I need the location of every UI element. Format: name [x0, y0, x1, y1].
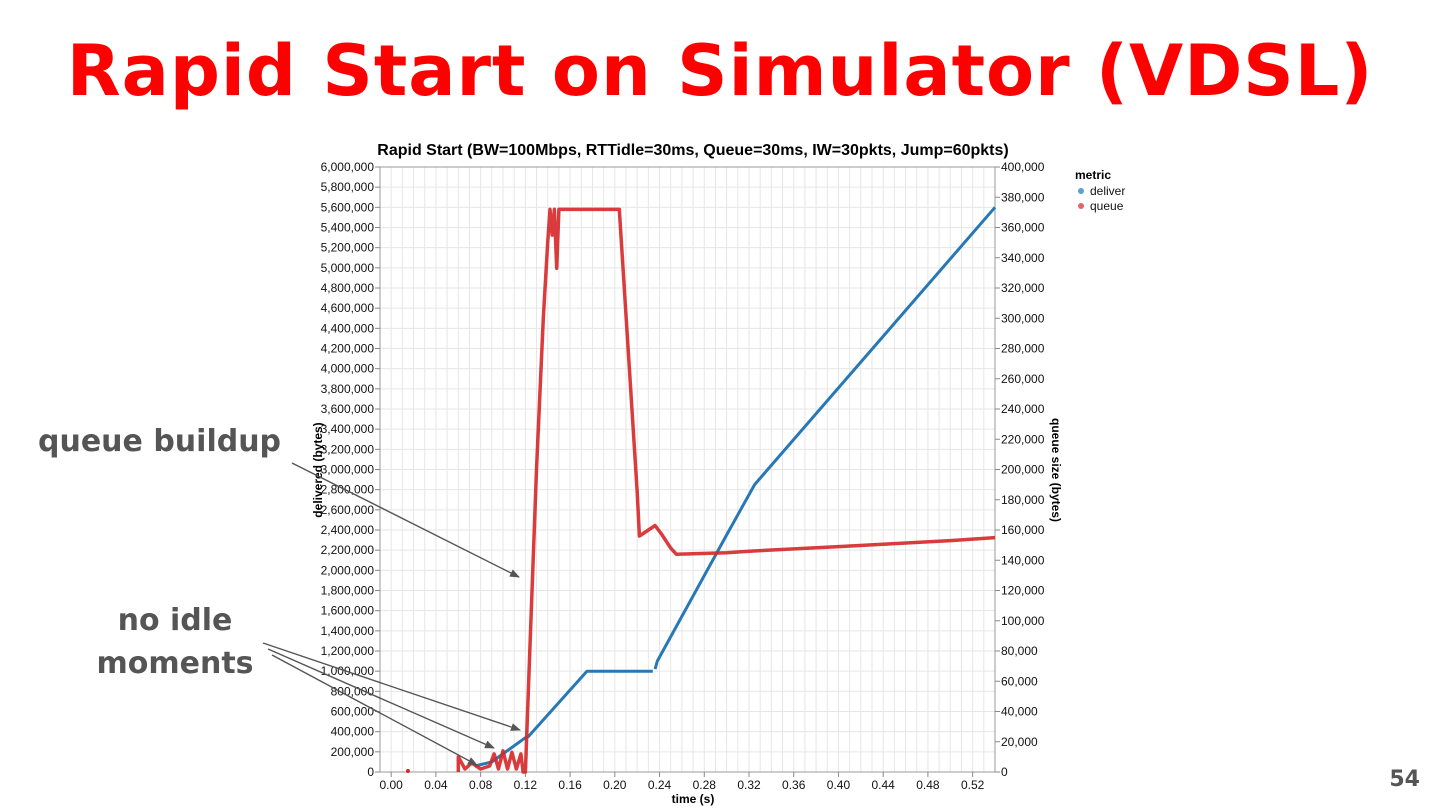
- y-right-tick-label: 340,000: [1001, 251, 1045, 265]
- legend-deliver-label: deliver: [1090, 184, 1125, 198]
- y-right-tick-label: 60,000: [1001, 674, 1038, 688]
- legend-deliver-marker: [1078, 188, 1084, 194]
- y-left-tick-label: 3,000,000: [321, 463, 375, 477]
- y-left-tick-label: 4,600,000: [321, 301, 375, 315]
- arrow-no-idle-1: [262, 642, 521, 731]
- x-tick-label: 0.12: [514, 778, 538, 792]
- y-left-tick-label: 4,800,000: [321, 281, 375, 295]
- x-tick-label: 0.52: [961, 778, 985, 792]
- x-tick-label: 0.24: [648, 778, 672, 792]
- y-right-tick-label: 220,000: [1001, 432, 1045, 446]
- y-right-tick-label: 240,000: [1001, 402, 1045, 416]
- y-right-tick-label: 400,000: [1001, 160, 1045, 174]
- chart-title: Rapid Start (BW=100Mbps, RTTidle=30ms, Q…: [377, 142, 1008, 159]
- y-right-tick-label: 160,000: [1001, 523, 1045, 537]
- legend-queue-marker: [1078, 203, 1084, 209]
- y-right-tick-label: 260,000: [1001, 372, 1045, 386]
- y-left-tick-label: 400,000: [331, 725, 375, 739]
- x-tick-label: 0.48: [916, 778, 940, 792]
- y-left-tick-label: 5,200,000: [321, 241, 375, 255]
- y-left-tick-label: 4,400,000: [321, 321, 375, 335]
- y-right-tick-label: 20,000: [1001, 735, 1038, 749]
- slide-title: Rapid Start on Simulator (VDSL): [66, 30, 1374, 112]
- y-axis-right-label: queue size (bytes): [1049, 418, 1063, 522]
- y-left-tick-label: 3,800,000: [321, 382, 375, 396]
- series-group: [405, 206, 997, 774]
- y-right-tick-label: 300,000: [1001, 311, 1045, 325]
- y-left-tick-label: 4,200,000: [321, 342, 375, 356]
- y-right-tick-label: 120,000: [1001, 584, 1045, 598]
- x-tick-label: 0.20: [603, 778, 627, 792]
- x-tick-label: 0.32: [737, 778, 761, 792]
- x-tick-label: 0.28: [693, 778, 717, 792]
- y-left-tick-label: 2,400,000: [321, 523, 375, 537]
- y-right-tick-label: 40,000: [1001, 705, 1038, 719]
- y-left-tick-label: 2,600,000: [321, 503, 375, 517]
- legend-queue-label: queue: [1090, 199, 1124, 213]
- annotation-no-idle-line1: no idle: [117, 603, 233, 638]
- y-left-tick-label: 600,000: [331, 705, 375, 719]
- x-tick-label: 0.40: [827, 778, 851, 792]
- y-right-tick-label: 320,000: [1001, 281, 1045, 295]
- arrow-no-idle-3: [271, 654, 478, 766]
- y-right-tick-label: 100,000: [1001, 614, 1045, 628]
- y-right-tick-label: 0: [1001, 765, 1008, 779]
- y-left-tick-label: 5,400,000: [321, 221, 375, 235]
- y-left-tick-label: 1,400,000: [321, 624, 375, 638]
- legend-title: metric: [1075, 168, 1111, 182]
- annotation-arrows: [262, 462, 521, 766]
- annotation-no-idle-line2: moments: [96, 646, 254, 681]
- x-tick-label: 0.04: [424, 778, 448, 792]
- y-right-tick-label: 180,000: [1001, 493, 1045, 507]
- y-axis-left: 0200,000400,000600,000800,0001,000,0001,…: [321, 160, 380, 779]
- series-point-queue: [405, 769, 410, 773]
- y-right-tick-label: 140,000: [1001, 553, 1045, 567]
- y-left-tick-label: 2,200,000: [321, 543, 375, 557]
- y-left-tick-label: 1,800,000: [321, 584, 375, 598]
- y-left-tick-label: 200,000: [331, 745, 375, 759]
- y-left-tick-label: 5,800,000: [321, 180, 375, 194]
- arrow-no-idle-2: [267, 648, 495, 749]
- y-axis-right: 0 20,000 40,000 60,000 80,000 100,000 120,000 1…: [995, 160, 1045, 779]
- x-tick-label: 0.08: [469, 778, 493, 792]
- y-left-tick-label: 2,000,000: [321, 563, 375, 577]
- x-axis-label: time (s): [672, 792, 715, 806]
- x-tick-label: 0.44: [872, 778, 896, 792]
- y-left-tick-label: 3,600,000: [321, 402, 375, 416]
- y-left-tick-label: 4,000,000: [321, 362, 375, 376]
- y-left-tick-label: 800,000: [331, 684, 375, 698]
- x-axis: 0.00 0.04 0.08 0.12 0.16 0.20 0.24 0.28 0.32 0.36…: [380, 772, 985, 792]
- y-left-tick-label: 5,600,000: [321, 200, 375, 214]
- y-right-tick-label: 360,000: [1001, 221, 1045, 235]
- arrow-queue-buildup: [291, 462, 520, 578]
- series-line-deliver: [653, 206, 997, 670]
- y-left-tick-label: 5,000,000: [321, 261, 375, 275]
- page-number: 54: [1389, 767, 1420, 792]
- y-right-tick-label: 200,000: [1001, 463, 1045, 477]
- chart-grid: [379, 166, 996, 773]
- x-tick-label: 0.00: [380, 778, 404, 792]
- legend: metric deliver queue: [1075, 168, 1125, 213]
- y-left-tick-label: 1,600,000: [321, 604, 375, 618]
- y-right-tick-label: 80,000: [1001, 644, 1038, 658]
- y-left-tick-label: 6,000,000: [321, 160, 375, 174]
- annotation-queue-buildup: queue buildup: [38, 424, 282, 459]
- y-right-tick-label: 280,000: [1001, 342, 1045, 356]
- y-axis-left-label: delivered (bytes): [311, 422, 325, 517]
- series-line-queue: [456, 207, 996, 774]
- y-right-tick-label: 380,000: [1001, 190, 1045, 204]
- x-tick-label: 0.36: [782, 778, 806, 792]
- x-tick-label: 0.16: [558, 778, 582, 792]
- y-left-tick-label: 3,200,000: [321, 442, 375, 456]
- y-left-tick-label: 3,400,000: [321, 422, 375, 436]
- y-left-tick-label: 2,800,000: [321, 483, 375, 497]
- y-left-tick-label: 1,200,000: [321, 644, 375, 658]
- y-left-tick-label: 0: [367, 765, 374, 779]
